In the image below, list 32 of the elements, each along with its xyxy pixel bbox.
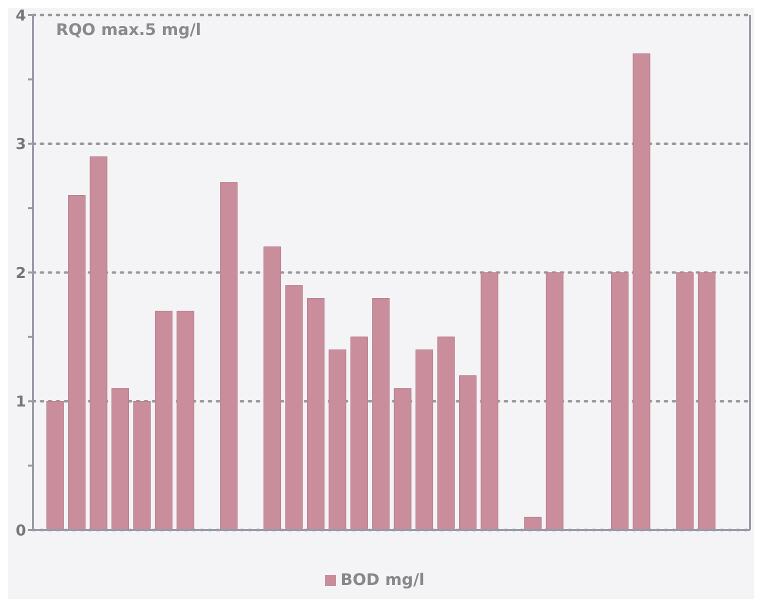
bar: [264, 246, 282, 530]
y-tick-label: 2: [16, 264, 26, 282]
bar: [133, 401, 151, 530]
legend-label: BOD mg/l: [340, 570, 425, 589]
y-tick-label: 4: [16, 6, 26, 24]
annotation: RQO max.5 mg/l: [56, 20, 202, 39]
bar: [285, 285, 303, 530]
bar: [698, 272, 716, 530]
bar: [546, 272, 564, 530]
bar: [176, 310, 194, 530]
bar: [154, 310, 172, 530]
bar: [90, 156, 108, 530]
y-tick-label: 3: [16, 135, 26, 154]
bar: [611, 272, 629, 530]
bar: [437, 336, 455, 530]
bar: [220, 182, 238, 530]
bar: [112, 388, 130, 530]
bar: [46, 401, 64, 530]
bar: [372, 298, 390, 530]
bar: [394, 388, 412, 530]
bar: [328, 350, 346, 530]
bar: [676, 272, 694, 530]
bar: [459, 375, 477, 530]
bar: [350, 336, 368, 530]
bar: [306, 298, 324, 530]
bar: [68, 195, 86, 530]
bar: [480, 272, 498, 530]
y-tick-label: 1: [16, 392, 26, 411]
bar: [524, 516, 542, 530]
y-tick-label: 0: [16, 521, 26, 540]
bar: [416, 350, 434, 530]
bar: [632, 53, 650, 530]
